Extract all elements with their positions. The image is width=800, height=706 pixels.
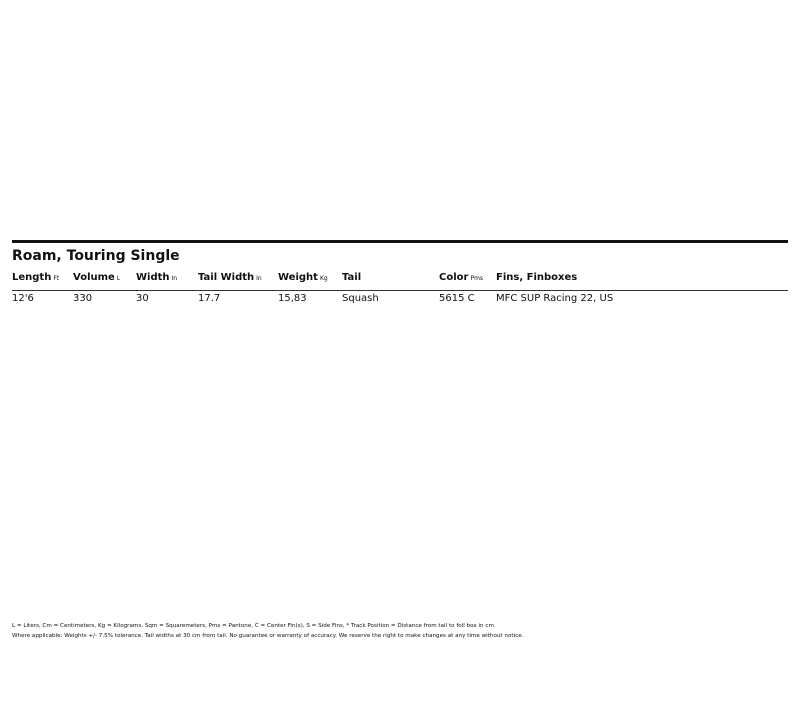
column-unit: Kg bbox=[319, 275, 328, 282]
column-header: Tail Width In bbox=[198, 272, 262, 283]
column-label: Fins, Finboxes bbox=[496, 272, 578, 283]
column-header: Volume L bbox=[73, 272, 120, 283]
table-cell: 30 bbox=[136, 293, 149, 304]
top-rule bbox=[12, 240, 788, 243]
table-cell: MFC SUP Racing 22, US bbox=[496, 293, 614, 304]
column-unit: Pms bbox=[470, 275, 484, 282]
table-cell: Squash bbox=[342, 293, 379, 304]
footnote-disclaimer: Where applicable: Weights +/- 7.5% toler… bbox=[12, 633, 524, 639]
column-label: Tail Width bbox=[198, 272, 255, 283]
column-header: Length Ft bbox=[12, 272, 59, 283]
footnote-legend: L = Liters, Cm = Centimeters, Kg = Kilog… bbox=[12, 623, 494, 629]
column-label: Length bbox=[12, 272, 52, 283]
column-unit: L bbox=[116, 275, 121, 282]
column-label: Weight bbox=[278, 272, 318, 283]
table-cell: 17.7 bbox=[198, 293, 221, 304]
column-label: Color bbox=[439, 272, 469, 283]
table-header: Length Ft Volume L Width In Tail Width In Weight… bbox=[12, 272, 788, 288]
table-cell: 15,83 bbox=[278, 293, 307, 304]
product-title: Roam, Touring Single bbox=[12, 248, 180, 264]
column-header: Color Pms bbox=[439, 272, 483, 283]
column-label: Volume bbox=[73, 272, 115, 283]
column-header: Tail bbox=[342, 272, 361, 283]
table-row: 12'6 330 30 17.7 15,83 Squash 5615 C MFC SUP Ra… bbox=[12, 293, 788, 309]
table-cell: 12'6 bbox=[12, 293, 34, 304]
column-unit: Ft bbox=[53, 275, 60, 282]
column-label: Tail bbox=[342, 272, 362, 283]
column-header: Width In bbox=[136, 272, 177, 283]
column-header: Fins, Finboxes bbox=[496, 272, 577, 283]
table-cell: 5615 C bbox=[439, 293, 475, 304]
table-cell: 330 bbox=[73, 293, 93, 304]
column-label: Width bbox=[136, 272, 170, 283]
column-unit: In bbox=[256, 275, 262, 282]
header-rule bbox=[12, 290, 788, 291]
column-unit: In bbox=[171, 275, 178, 282]
column-header: Weight Kg bbox=[278, 272, 328, 283]
